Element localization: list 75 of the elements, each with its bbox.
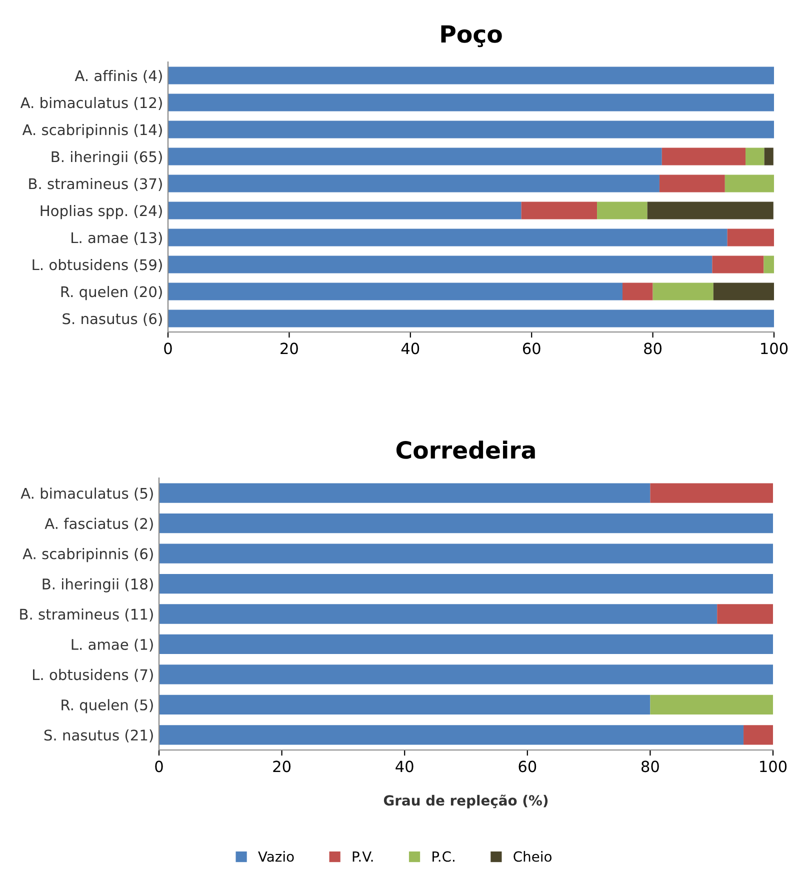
- legend-label: Cheio: [514, 851, 552, 862]
- x-tick-label: 20: [273, 760, 291, 772]
- y-tick-label: Hoplias spp. (24): [40, 204, 162, 220]
- bar: [168, 66, 774, 84]
- y-tick-label: A. bimaculatus (12): [20, 96, 162, 110]
- x-tick-label: 40: [401, 342, 420, 354]
- y-tick-label: S. nasutus (21): [44, 729, 153, 742]
- bar: [659, 174, 725, 192]
- y-tick-label: A. bimaculatus (5): [20, 488, 153, 501]
- bar: [650, 483, 773, 503]
- bar: [168, 202, 522, 220]
- bar: [159, 694, 650, 714]
- bar: [713, 282, 774, 300]
- y-tick-label: B. iheringii (18): [42, 578, 153, 592]
- y-tick-label: A. scabripinnis (14): [22, 124, 162, 138]
- bar: [159, 634, 773, 654]
- y-tick-label: A. scabripinnis (6): [22, 548, 153, 562]
- bar: [159, 574, 773, 594]
- bar: [168, 120, 774, 138]
- y-tick-label: L. amae (1): [72, 638, 153, 652]
- bar: [724, 174, 774, 192]
- y-tick-label: R. quelen (20): [61, 286, 162, 300]
- bar: [159, 604, 718, 624]
- bar: [168, 228, 728, 246]
- bar: [662, 148, 746, 166]
- bar: [159, 664, 773, 684]
- bar: [744, 725, 773, 745]
- bar: [622, 282, 653, 300]
- bar: [650, 694, 773, 714]
- chart-title: Poço: [441, 25, 502, 48]
- bar: [521, 202, 598, 220]
- bar: [168, 148, 662, 166]
- x-tick-label: 0: [155, 760, 163, 772]
- bar: [168, 310, 774, 328]
- bar: [168, 174, 660, 192]
- bar: [717, 604, 773, 624]
- bar: [647, 202, 774, 220]
- x-tick-label: 60: [522, 342, 540, 354]
- x-tick-label: 0: [164, 342, 172, 354]
- bar: [652, 282, 714, 300]
- x-tick-label: 20: [280, 342, 298, 354]
- bar: [746, 148, 764, 166]
- y-tick-label: B. stramineus (37): [29, 178, 162, 191]
- bar: [159, 544, 773, 564]
- bar: [168, 94, 774, 112]
- y-tick-label: L. amae (13): [72, 232, 162, 245]
- x-tick-label: 60: [518, 760, 536, 772]
- bar: [764, 148, 774, 166]
- x-axis-title: Grau de repleção (%): [384, 794, 548, 808]
- y-tick-label: A. fasciatus (2): [44, 518, 153, 531]
- bar: [712, 256, 764, 274]
- x-tick-label: 80: [642, 760, 659, 772]
- x-tick-label: 100: [761, 342, 788, 354]
- x-tick-label: 80: [644, 342, 662, 354]
- y-tick-label: S. nasutus (6): [62, 312, 162, 326]
- bar: [159, 725, 744, 745]
- bar: [168, 256, 712, 274]
- y-tick-label: B. stramineus (11): [20, 608, 153, 622]
- x-tick-label: 40: [396, 760, 414, 772]
- x-tick-label: 100: [760, 760, 787, 772]
- legend-label: Vazio: [258, 851, 294, 862]
- y-tick-label: R. quelen (5): [62, 699, 153, 714]
- legend-label: P.V.: [352, 851, 373, 862]
- bar: [159, 514, 773, 534]
- bar: [168, 282, 622, 300]
- bar: [159, 483, 650, 503]
- bar: [727, 228, 774, 246]
- legend-label: P.C.: [432, 851, 454, 862]
- y-tick-label: A. affinis (4): [74, 70, 162, 83]
- y-tick-label: B. iheringii (65): [52, 150, 162, 166]
- bar: [597, 202, 648, 220]
- y-tick-label: L. obtusidens (7): [33, 668, 153, 682]
- y-tick-label: L. obtusidens (59): [32, 258, 162, 272]
- chart-title: Corredeira: [396, 440, 535, 459]
- bar: [764, 256, 774, 274]
